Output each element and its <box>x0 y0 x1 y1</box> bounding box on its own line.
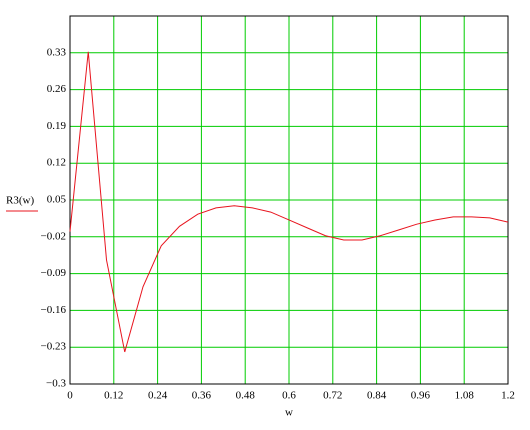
y-tick-label: 0.19 <box>47 120 67 132</box>
y-tick-label: −0.09 <box>41 267 67 279</box>
x-tick-label: 0.6 <box>282 390 296 402</box>
y-tick-label: 0.26 <box>47 83 67 95</box>
x-tick-label: 0 <box>67 390 73 402</box>
x-axis-label: w <box>285 407 293 419</box>
y-tick-label: −0.16 <box>41 304 67 316</box>
y-tick-label: 0.12 <box>47 157 66 169</box>
x-tick-label: 0.36 <box>192 390 212 402</box>
x-tick-label: 0.84 <box>367 390 387 402</box>
x-tick-label: 1.08 <box>455 390 475 402</box>
x-tick-label: 1.2 <box>501 390 515 402</box>
y-tick-label: −0.3 <box>46 378 66 390</box>
x-tick-label: 0.12 <box>104 390 123 402</box>
y-tick-label: 0.33 <box>47 46 67 58</box>
plot-frame <box>69 15 509 385</box>
y-tick-label: −0.02 <box>41 230 66 242</box>
data-line <box>69 51 509 353</box>
x-tick-label: 0.96 <box>411 390 431 402</box>
legend-label: R3(w) <box>6 195 34 207</box>
y-tick-label: 0.05 <box>47 194 67 206</box>
x-tick-label: 0.72 <box>323 390 342 402</box>
x-tick-label: 0.24 <box>148 390 168 402</box>
x-tick-label: 0.48 <box>236 390 256 402</box>
y-tick-label: −0.23 <box>41 341 67 353</box>
